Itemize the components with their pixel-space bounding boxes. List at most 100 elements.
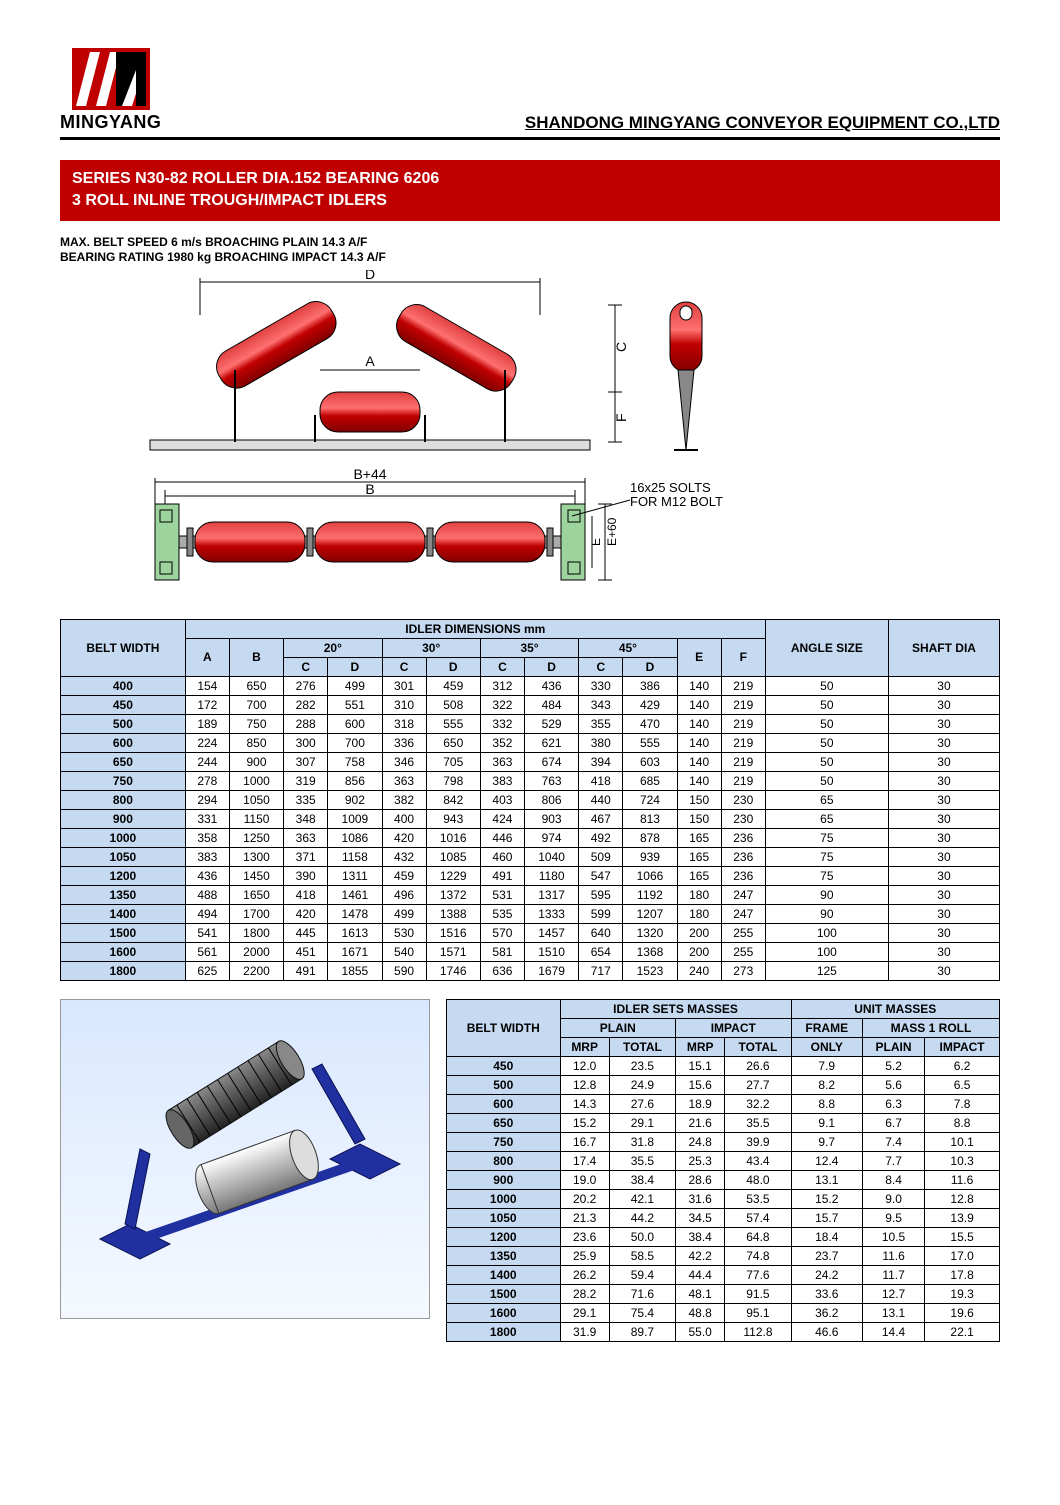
table-cell: 1671 [328, 942, 382, 961]
title-bar: SERIES N30-82 ROLLER DIA.152 BEARING 620… [60, 160, 1000, 221]
th-20C: C [284, 657, 328, 676]
table-cell: 1192 [623, 885, 677, 904]
table-cell: 1461 [328, 885, 382, 904]
table-cell: 1800 [61, 961, 186, 980]
th-shaft: SHAFT DIA [888, 619, 999, 676]
table-row: 1600561200045116715401571581151065413682… [61, 942, 1000, 961]
th-45: 45° [579, 638, 677, 657]
table-cell: 33.6 [791, 1284, 862, 1303]
svg-text:FOR M12 BOLT: FOR M12 BOLT [630, 494, 723, 509]
title-line-2: 3 ROLL INLINE TROUGH/IMPACT IDLERS [72, 190, 988, 212]
table-cell: 219 [721, 714, 765, 733]
table-cell: 39.9 [725, 1132, 791, 1151]
table-cell: 244 [185, 752, 229, 771]
table-cell: 902 [328, 790, 382, 809]
th-30: 30° [382, 638, 480, 657]
mth-plain: PLAIN [560, 1018, 676, 1037]
table-cell: 12.4 [791, 1151, 862, 1170]
table-cell: 53.5 [725, 1189, 791, 1208]
table-cell: 140 [677, 733, 721, 752]
logo-block: MINGYANG [60, 48, 161, 133]
table-cell: 491 [284, 961, 328, 980]
table-cell: 1200 [447, 1227, 561, 1246]
table-cell: 312 [480, 676, 524, 695]
table-cell: 1478 [328, 904, 382, 923]
brand-name: MINGYANG [60, 112, 161, 133]
th-35C: C [480, 657, 524, 676]
table-cell: 445 [284, 923, 328, 942]
svg-text:D: D [365, 270, 375, 282]
table-cell: 319 [284, 771, 328, 790]
mth-imp: IMPACT [925, 1037, 1000, 1056]
table-cell: 1000 [229, 771, 283, 790]
table-cell: 1050 [229, 790, 283, 809]
table-cell: 1311 [328, 866, 382, 885]
table-cell: 30 [888, 923, 999, 942]
product-render [60, 999, 430, 1319]
table-cell: 332 [480, 714, 524, 733]
table-cell: 1016 [426, 828, 480, 847]
table-cell: 32.2 [725, 1094, 791, 1113]
table-cell: 842 [426, 790, 480, 809]
table-cell: 50 [765, 771, 888, 790]
table-cell: 15.2 [560, 1113, 609, 1132]
table-cell: 91.5 [725, 1284, 791, 1303]
table-cell: 806 [524, 790, 578, 809]
table-cell: 654 [579, 942, 623, 961]
table-cell: 44.4 [676, 1265, 725, 1284]
table-cell: 255 [721, 942, 765, 961]
table-cell: 300 [284, 733, 328, 752]
table-cell: 12.8 [560, 1075, 609, 1094]
mth-tot1: TOTAL [609, 1037, 675, 1056]
table-cell: 400 [61, 676, 186, 695]
table-cell: 7.8 [925, 1094, 1000, 1113]
table-cell: 459 [426, 676, 480, 695]
table-cell: 330 [579, 676, 623, 695]
table-cell: 224 [185, 733, 229, 752]
table-cell: 9.7 [791, 1132, 862, 1151]
table-cell: 9.1 [791, 1113, 862, 1132]
th-30C: C [382, 657, 426, 676]
table-cell: 1300 [229, 847, 283, 866]
table-cell: 600 [61, 733, 186, 752]
table-cell: 13.1 [862, 1303, 924, 1322]
th-35D: D [524, 657, 578, 676]
table-cell: 278 [185, 771, 229, 790]
table-cell: 363 [284, 828, 328, 847]
table-cell: 18.9 [676, 1094, 725, 1113]
table-cell: 1350 [447, 1246, 561, 1265]
table-cell: 1229 [426, 866, 480, 885]
table-cell: 10.1 [925, 1132, 1000, 1151]
table-cell: 1510 [524, 942, 578, 961]
table-cell: 75 [765, 847, 888, 866]
table-cell: 6.7 [862, 1113, 924, 1132]
table-cell: 65 [765, 790, 888, 809]
table-cell: 541 [185, 923, 229, 942]
table-cell: 1450 [229, 866, 283, 885]
table-cell: 1050 [447, 1208, 561, 1227]
table-cell: 12.7 [862, 1284, 924, 1303]
table-cell: 38.4 [609, 1170, 675, 1189]
table-cell: 2200 [229, 961, 283, 980]
table-cell: 581 [480, 942, 524, 961]
table-row: 65015.229.121.635.59.16.78.8 [447, 1113, 1000, 1132]
th-20D: D [328, 657, 382, 676]
table-cell: 903 [524, 809, 578, 828]
table-cell: 38.4 [676, 1227, 725, 1246]
table-cell: 900 [229, 752, 283, 771]
table-cell: 1500 [61, 923, 186, 942]
table-row: 120023.650.038.464.818.410.515.5 [447, 1227, 1000, 1246]
table-cell: 6.5 [925, 1075, 1000, 1094]
mth-impact: IMPACT [676, 1018, 792, 1037]
table-cell: 470 [623, 714, 677, 733]
table-cell: 1571 [426, 942, 480, 961]
mass-table: BELT WIDTH IDLER SETS MASSES UNIT MASSES… [446, 999, 1000, 1342]
table-cell: 494 [185, 904, 229, 923]
table-cell: 276 [284, 676, 328, 695]
table-cell: 1000 [61, 828, 186, 847]
table-cell: 451 [284, 942, 328, 961]
table-cell: 16.7 [560, 1132, 609, 1151]
table-cell: 140 [677, 695, 721, 714]
table-cell: 1180 [524, 866, 578, 885]
table-cell: 165 [677, 828, 721, 847]
